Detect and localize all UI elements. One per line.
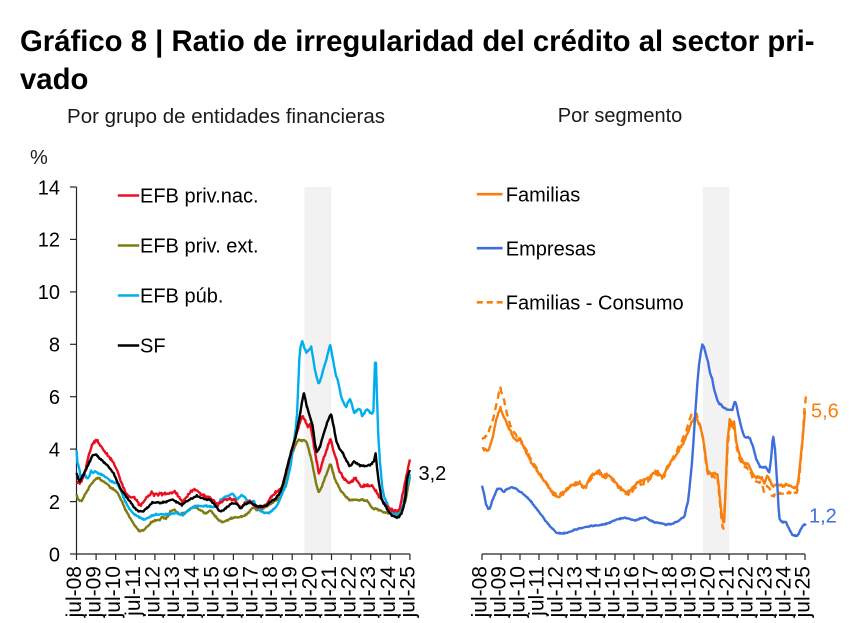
svg-text:jul-10: jul-10 bbox=[507, 566, 530, 618]
svg-text:6: 6 bbox=[49, 387, 60, 409]
svg-text:jul-22: jul-22 bbox=[735, 566, 758, 618]
svg-text:jul-18: jul-18 bbox=[259, 566, 282, 618]
svg-text:jul-21: jul-21 bbox=[318, 566, 341, 618]
svg-text:jul-22: jul-22 bbox=[338, 566, 361, 618]
svg-text:5,6: 5,6 bbox=[811, 401, 839, 423]
svg-text:Por grupo de entidades financi: Por grupo de entidades financieras bbox=[67, 105, 385, 128]
svg-text:jul-20: jul-20 bbox=[697, 566, 720, 618]
svg-text:jul-18: jul-18 bbox=[659, 566, 682, 618]
svg-text:Gráfico 8 | Ratio de irregular: Gráfico 8 | Ratio de irregularidad del c… bbox=[20, 25, 815, 58]
svg-text:jul-17: jul-17 bbox=[640, 566, 663, 618]
svg-text:Familias: Familias bbox=[506, 184, 580, 206]
svg-text:jul-19: jul-19 bbox=[678, 566, 701, 618]
svg-text:1,2: 1,2 bbox=[809, 506, 837, 528]
svg-text:14: 14 bbox=[38, 177, 60, 199]
svg-text:jul-24: jul-24 bbox=[377, 566, 400, 619]
svg-text:jul-17: jul-17 bbox=[240, 566, 263, 618]
svg-text:jul-11: jul-11 bbox=[122, 566, 145, 617]
svg-text:jul-13: jul-13 bbox=[564, 566, 587, 618]
svg-text:0: 0 bbox=[49, 544, 60, 566]
svg-text:jul-12: jul-12 bbox=[141, 566, 164, 618]
svg-text:jul-15: jul-15 bbox=[602, 566, 625, 618]
svg-text:jul-16: jul-16 bbox=[621, 566, 644, 618]
svg-text:jul-08: jul-08 bbox=[469, 566, 492, 618]
svg-text:jul-14: jul-14 bbox=[181, 566, 204, 619]
svg-text:2: 2 bbox=[49, 492, 60, 514]
svg-text:vado: vado bbox=[20, 63, 88, 96]
svg-text:Empresas: Empresas bbox=[506, 238, 596, 260]
svg-text:jul-16: jul-16 bbox=[220, 566, 243, 618]
svg-text:jul-24: jul-24 bbox=[773, 566, 796, 619]
svg-text:jul-11: jul-11 bbox=[526, 566, 549, 617]
svg-text:jul-25: jul-25 bbox=[792, 566, 815, 618]
svg-text:EFB priv.nac.: EFB priv.nac. bbox=[140, 186, 259, 208]
svg-text:jul-15: jul-15 bbox=[200, 566, 223, 618]
svg-text:jul-21: jul-21 bbox=[716, 566, 739, 618]
svg-text:12: 12 bbox=[38, 230, 60, 252]
svg-text:3,2: 3,2 bbox=[419, 463, 447, 485]
svg-text:EFB púb.: EFB púb. bbox=[140, 286, 223, 308]
svg-text:%: % bbox=[30, 147, 48, 169]
svg-text:jul-19: jul-19 bbox=[279, 566, 302, 618]
svg-text:SF: SF bbox=[140, 336, 166, 358]
svg-text:jul-08: jul-08 bbox=[63, 566, 86, 618]
svg-text:jul-14: jul-14 bbox=[583, 566, 606, 619]
svg-text:Por segmento: Por segmento bbox=[558, 105, 683, 127]
svg-text:8: 8 bbox=[49, 335, 60, 357]
svg-text:4: 4 bbox=[49, 439, 60, 461]
svg-text:Familias - Consumo: Familias - Consumo bbox=[506, 293, 684, 315]
svg-text:jul-09: jul-09 bbox=[488, 566, 511, 618]
svg-text:jul-20: jul-20 bbox=[298, 566, 321, 618]
svg-text:jul-12: jul-12 bbox=[545, 566, 568, 618]
svg-text:jul-13: jul-13 bbox=[161, 566, 184, 618]
svg-text:10: 10 bbox=[38, 282, 60, 304]
svg-text:jul-09: jul-09 bbox=[83, 566, 106, 618]
svg-text:jul-23: jul-23 bbox=[754, 566, 777, 618]
svg-text:jul-10: jul-10 bbox=[102, 566, 125, 618]
svg-text:jul-25: jul-25 bbox=[396, 566, 419, 618]
svg-text:EFB priv. ext.: EFB priv. ext. bbox=[140, 236, 259, 258]
svg-text:jul-23: jul-23 bbox=[357, 566, 380, 618]
